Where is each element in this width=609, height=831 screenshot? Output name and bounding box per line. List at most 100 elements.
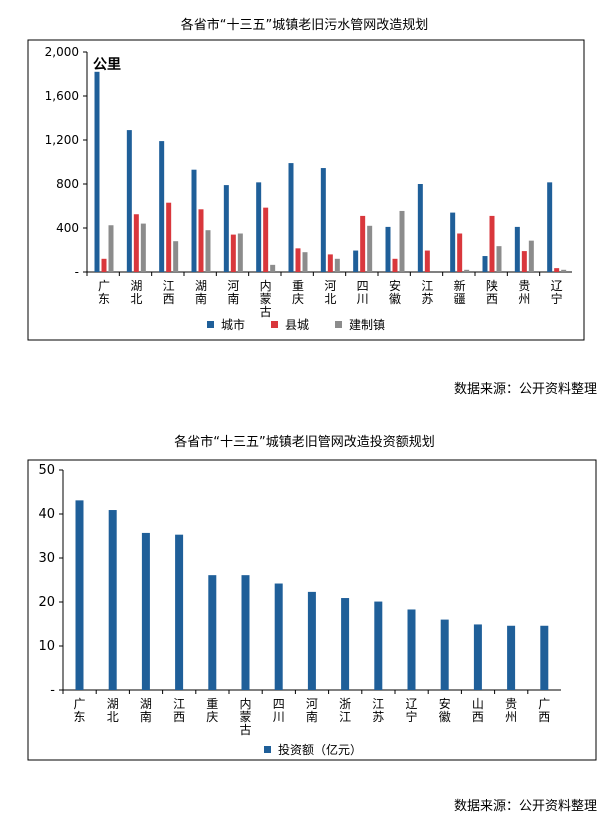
category-label: 江苏 (372, 697, 384, 724)
category-label: 江西 (163, 279, 175, 306)
bar-建制镇-安徽 (399, 210, 405, 272)
category-label: 河南 (306, 697, 318, 724)
bar-城市-新疆 (450, 212, 456, 272)
chart-frame (27, 459, 597, 761)
category-label: 江西 (173, 697, 185, 724)
category-label: 广东 (73, 697, 85, 724)
bar-城市-广东 (94, 71, 100, 272)
bar-建制镇-辽宁 (561, 269, 567, 272)
bar-建制镇-陕西 (496, 246, 502, 272)
bar-县城-河北 (327, 254, 333, 272)
category-label: 湖南 (195, 278, 207, 306)
y-tick-label: 30 (38, 551, 55, 566)
bar-建制镇-广东 (108, 225, 114, 272)
bar-县城-贵州 (521, 251, 527, 272)
bar-城市-河南 (223, 185, 229, 272)
bar-建制镇-湖南 (205, 230, 211, 272)
legend-swatch (264, 746, 271, 753)
bar-建制镇-湖北 (140, 223, 146, 272)
y-tick-label: 400 (56, 221, 79, 235)
category-label: 湖北 (130, 278, 142, 306)
category-label: 浙江 (339, 697, 351, 724)
chart-frame (27, 39, 585, 341)
bar-城市-内蒙古 (256, 182, 262, 272)
bar-城市-贵州 (514, 226, 520, 272)
bar-县城-陕西 (489, 215, 495, 272)
category-label: 新疆 (454, 278, 466, 306)
bar-县城-江西 (166, 202, 172, 272)
category-label: 内蒙古 (239, 697, 251, 737)
legend-label: 县城 (285, 318, 309, 332)
category-label: 河南 (227, 279, 239, 306)
category-label: 安徽 (439, 696, 451, 724)
bar-城市-湖南 (191, 169, 197, 272)
bar-城市-安徽 (385, 226, 391, 272)
bar-投资额（亿元）-山西 (473, 624, 482, 690)
category-label: 山西 (472, 697, 484, 724)
category-label: 陕西 (486, 278, 498, 306)
bar-投资额（亿元）-贵州 (507, 625, 516, 690)
bar-投资额（亿元）-广东 (75, 500, 84, 690)
bar-投资额（亿元）-重庆 (208, 575, 217, 690)
bar-建制镇-重庆 (302, 252, 308, 272)
y-tick-label: - (75, 265, 79, 279)
category-label: 湖南 (140, 696, 152, 724)
y-tick-label: 2,000 (45, 45, 79, 59)
bar-县城-河南 (230, 234, 236, 272)
bar-县城-新疆 (457, 233, 463, 272)
bar-建制镇-河北 (334, 258, 340, 272)
category-label: 安徽 (389, 278, 401, 306)
bar-投资额（亿元）-辽宁 (407, 609, 416, 690)
bar-建制镇-新疆 (464, 269, 470, 272)
y-tick-label: - (50, 683, 55, 698)
bar-城市-辽宁 (547, 182, 553, 272)
unit-label: 公里 (93, 57, 121, 73)
category-label: 四川 (357, 279, 369, 306)
category-label: 重庆 (206, 697, 218, 724)
bar-投资额（亿元）-湖北 (108, 510, 117, 690)
chart2-source: 数据来源：公开资料整理 (453, 799, 597, 814)
chart2-title: 各省市“十三五”城镇老旧管网改造投资额规划 (174, 435, 435, 450)
legend-label: 建制镇 (349, 318, 385, 332)
bar-县城-安徽 (392, 258, 398, 272)
bar-投资额（亿元）-内蒙古 (241, 575, 250, 690)
category-label: 辽宁 (405, 697, 417, 724)
bar-建制镇-贵州 (528, 240, 534, 272)
category-label: 辽宁 (551, 279, 563, 306)
category-label: 四川 (273, 697, 285, 724)
bar-县城-辽宁 (554, 268, 560, 272)
y-tick-label: 800 (56, 177, 79, 191)
category-label: 江苏 (421, 279, 433, 306)
bar-投资额（亿元）-安徽 (440, 619, 449, 690)
bar-建制镇-河南 (237, 233, 243, 272)
bar-城市-湖北 (126, 130, 132, 272)
category-label: 内蒙古 (260, 279, 272, 319)
y-tick-label: 20 (38, 595, 55, 610)
legend-label: 城市 (221, 317, 245, 332)
bar-县城-内蒙古 (263, 207, 269, 272)
bar-投资额（亿元）-河南 (307, 591, 316, 690)
bar-城市-江西 (159, 141, 165, 272)
bar-城市-河北 (320, 168, 326, 272)
category-label: 广西 (538, 697, 550, 724)
bar-县城-湖南 (198, 209, 204, 272)
legend-swatch (335, 321, 342, 328)
bar-投资额（亿元）-广西 (540, 625, 549, 690)
category-label: 重庆 (292, 279, 304, 306)
bar-城市-重庆 (288, 163, 294, 272)
bar-建制镇-内蒙古 (270, 264, 276, 272)
category-label: 贵州 (505, 697, 517, 724)
category-label: 贵州 (518, 279, 530, 306)
bar-投资额（亿元）-浙江 (341, 598, 350, 690)
bar-投资额（亿元）-四川 (274, 583, 283, 690)
category-label: 河北 (324, 279, 336, 306)
y-tick-label: 1,200 (45, 133, 79, 147)
bar-投资额（亿元）-江西 (175, 534, 184, 690)
y-tick-label: 40 (38, 507, 55, 522)
legend-swatch (271, 321, 278, 328)
bar-县城-四川 (360, 215, 366, 272)
bar-县城-广东 (101, 258, 107, 272)
bar-县城-江苏 (424, 250, 430, 272)
legend-label: 投资额（亿元） (278, 742, 362, 757)
